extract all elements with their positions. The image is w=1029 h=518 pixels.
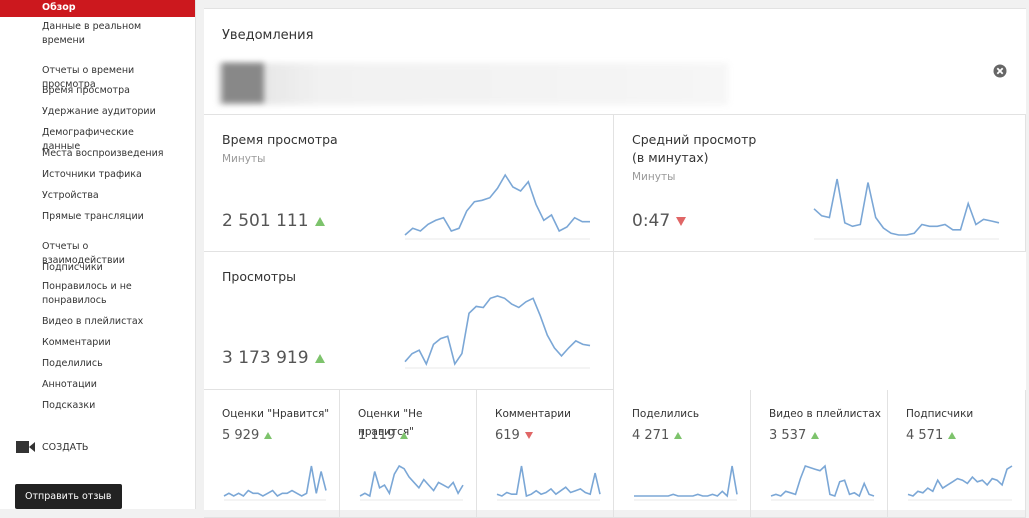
sparkline-line [813, 178, 1000, 236]
trend-indicator [314, 353, 325, 363]
sparkline [359, 464, 464, 501]
sparkline-line [907, 465, 1013, 497]
metric-card[interactable]: Просмотры 3 173 919 [204, 252, 614, 390]
metric-value: 2 501 111 [222, 211, 309, 231]
sparkline [770, 464, 875, 501]
small-metric-card[interactable]: Видео в плейлистах 3 537 [751, 390, 888, 518]
small-metric-card[interactable]: Поделились 4 271 [614, 390, 751, 518]
feedback-button[interactable]: Отправить отзыв [15, 484, 122, 509]
metric-value-row: 4 571 [906, 428, 957, 443]
metric-value: 3 537 [769, 428, 807, 443]
sparkline [634, 465, 738, 501]
small-metric-card[interactable]: Комментарии 619 [477, 390, 614, 518]
trend-indicator [314, 216, 325, 226]
sparkline-line [770, 464, 875, 498]
trend-indicator [811, 432, 820, 439]
notifications-title: Уведомления [222, 28, 314, 43]
metric-value-row: 3 173 919 [222, 348, 325, 368]
sparkline-line [404, 295, 591, 366]
metric-value-row: 619 [495, 428, 533, 443]
metric-title: Оценки "Нравится" [222, 408, 330, 420]
sparkline [813, 178, 1000, 240]
nav-item[interactable]: Прямые трансляции [42, 211, 144, 222]
nav-item[interactable]: Время просмотра [42, 85, 130, 96]
metric-title: Время просмотра [222, 132, 338, 147]
metric-value: 5 929 [222, 428, 260, 443]
metric-title: Средний просмотр (в минутах) [632, 132, 757, 165]
nav-item[interactable]: Отчеты о взаимодействии [42, 241, 125, 266]
nav-item[interactable]: Демографические данные [42, 127, 134, 152]
metric-title: Комментарии [495, 408, 571, 420]
sparkline-line [404, 173, 590, 236]
metric-title: Подписчики [906, 408, 974, 420]
metric-title: Просмотры [222, 269, 297, 284]
metric-value-row: 1 119 [358, 428, 409, 443]
metric-unit: Минуты [632, 171, 676, 183]
sparkline-line [359, 464, 464, 498]
sparkline-line [223, 465, 327, 498]
metric-value-row: 5 929 [222, 428, 273, 443]
metric-value: 619 [495, 428, 520, 443]
metric-value-row: 4 271 [632, 428, 683, 443]
metric-title: Видео в плейлистах [769, 408, 881, 420]
camera-icon [16, 441, 35, 453]
trend-indicator [948, 432, 957, 439]
sparkline [223, 465, 327, 501]
metric-card[interactable]: Средний просмотр (в минутах) Минуты 0:47 [614, 115, 1026, 252]
nav-item[interactable]: Обзор [0, 0, 195, 17]
nav-item[interactable]: Подсказки [42, 400, 96, 411]
sparkline [404, 295, 591, 369]
sparkline [496, 465, 601, 501]
metric-unit: Минуты [222, 153, 266, 165]
metric-value: 4 271 [632, 428, 670, 443]
trend-indicator [264, 432, 273, 439]
nav-item[interactable]: Данные в реальном времени [42, 21, 142, 46]
nav-item[interactable]: Аннотации [42, 379, 97, 390]
nav-item[interactable]: Места воспроизведения [42, 148, 164, 159]
nav-item[interactable]: Подписчики [42, 262, 103, 273]
metric-value-row: 2 501 111 [222, 211, 325, 231]
trend-indicator [400, 432, 409, 439]
small-metric-card[interactable]: Подписчики 4 571 [888, 390, 1026, 518]
nav-item[interactable]: Понравилось и не понравилось [42, 281, 132, 306]
sparkline [404, 173, 590, 240]
metric-title: Поделились [632, 408, 700, 420]
trend-indicator [524, 432, 533, 439]
nav-item[interactable]: Поделились [42, 358, 103, 369]
trend-indicator [676, 216, 687, 226]
close-icon[interactable] [993, 64, 1007, 78]
sparkline [907, 465, 1013, 501]
metric-value: 1 119 [358, 428, 396, 443]
sparkline-line [634, 465, 738, 498]
blurred-thumbnail [222, 63, 264, 103]
nav-item[interactable]: Отчеты о времени просмотра [42, 65, 135, 90]
nav-item[interactable]: Удержание аудитории [42, 106, 156, 117]
metric-value-row: 0:47 [632, 211, 687, 231]
nav-item[interactable]: Устройства [42, 190, 99, 201]
metric-card[interactable]: Время просмотра Минуты 2 501 111 [204, 115, 614, 252]
create-menu[interactable]: СОЗДАТЬ [16, 440, 230, 454]
create-label: СОЗДАТЬ [42, 441, 89, 453]
metric-value: 4 571 [906, 428, 944, 443]
metric-value: 0:47 [632, 211, 671, 231]
trend-indicator [674, 432, 683, 439]
nav-item[interactable]: Комментарии [42, 337, 111, 348]
blurred-notification [218, 63, 728, 105]
sidebar: Обзор Данные в реальном времени Отчеты о в… [0, 0, 230, 509]
nav-item[interactable]: Источники трафика [42, 169, 142, 180]
small-metric-card[interactable]: Оценки "Не нравится" 1 119 [340, 390, 477, 518]
metric-value-row: 3 537 [769, 428, 820, 443]
sparkline-line [496, 465, 601, 498]
notifications-card: Уведомления [204, 9, 1026, 115]
metric-title: Оценки "Не нравится" [358, 408, 423, 438]
nav-item[interactable]: Видео в плейлистах [42, 316, 144, 327]
small-metric-card[interactable]: Оценки "Нравится" 5 929 [204, 390, 340, 518]
metric-value: 3 173 919 [222, 348, 309, 368]
main-panel: Уведомления Время просмотра Минуты 2 501 1… [204, 8, 1026, 518]
